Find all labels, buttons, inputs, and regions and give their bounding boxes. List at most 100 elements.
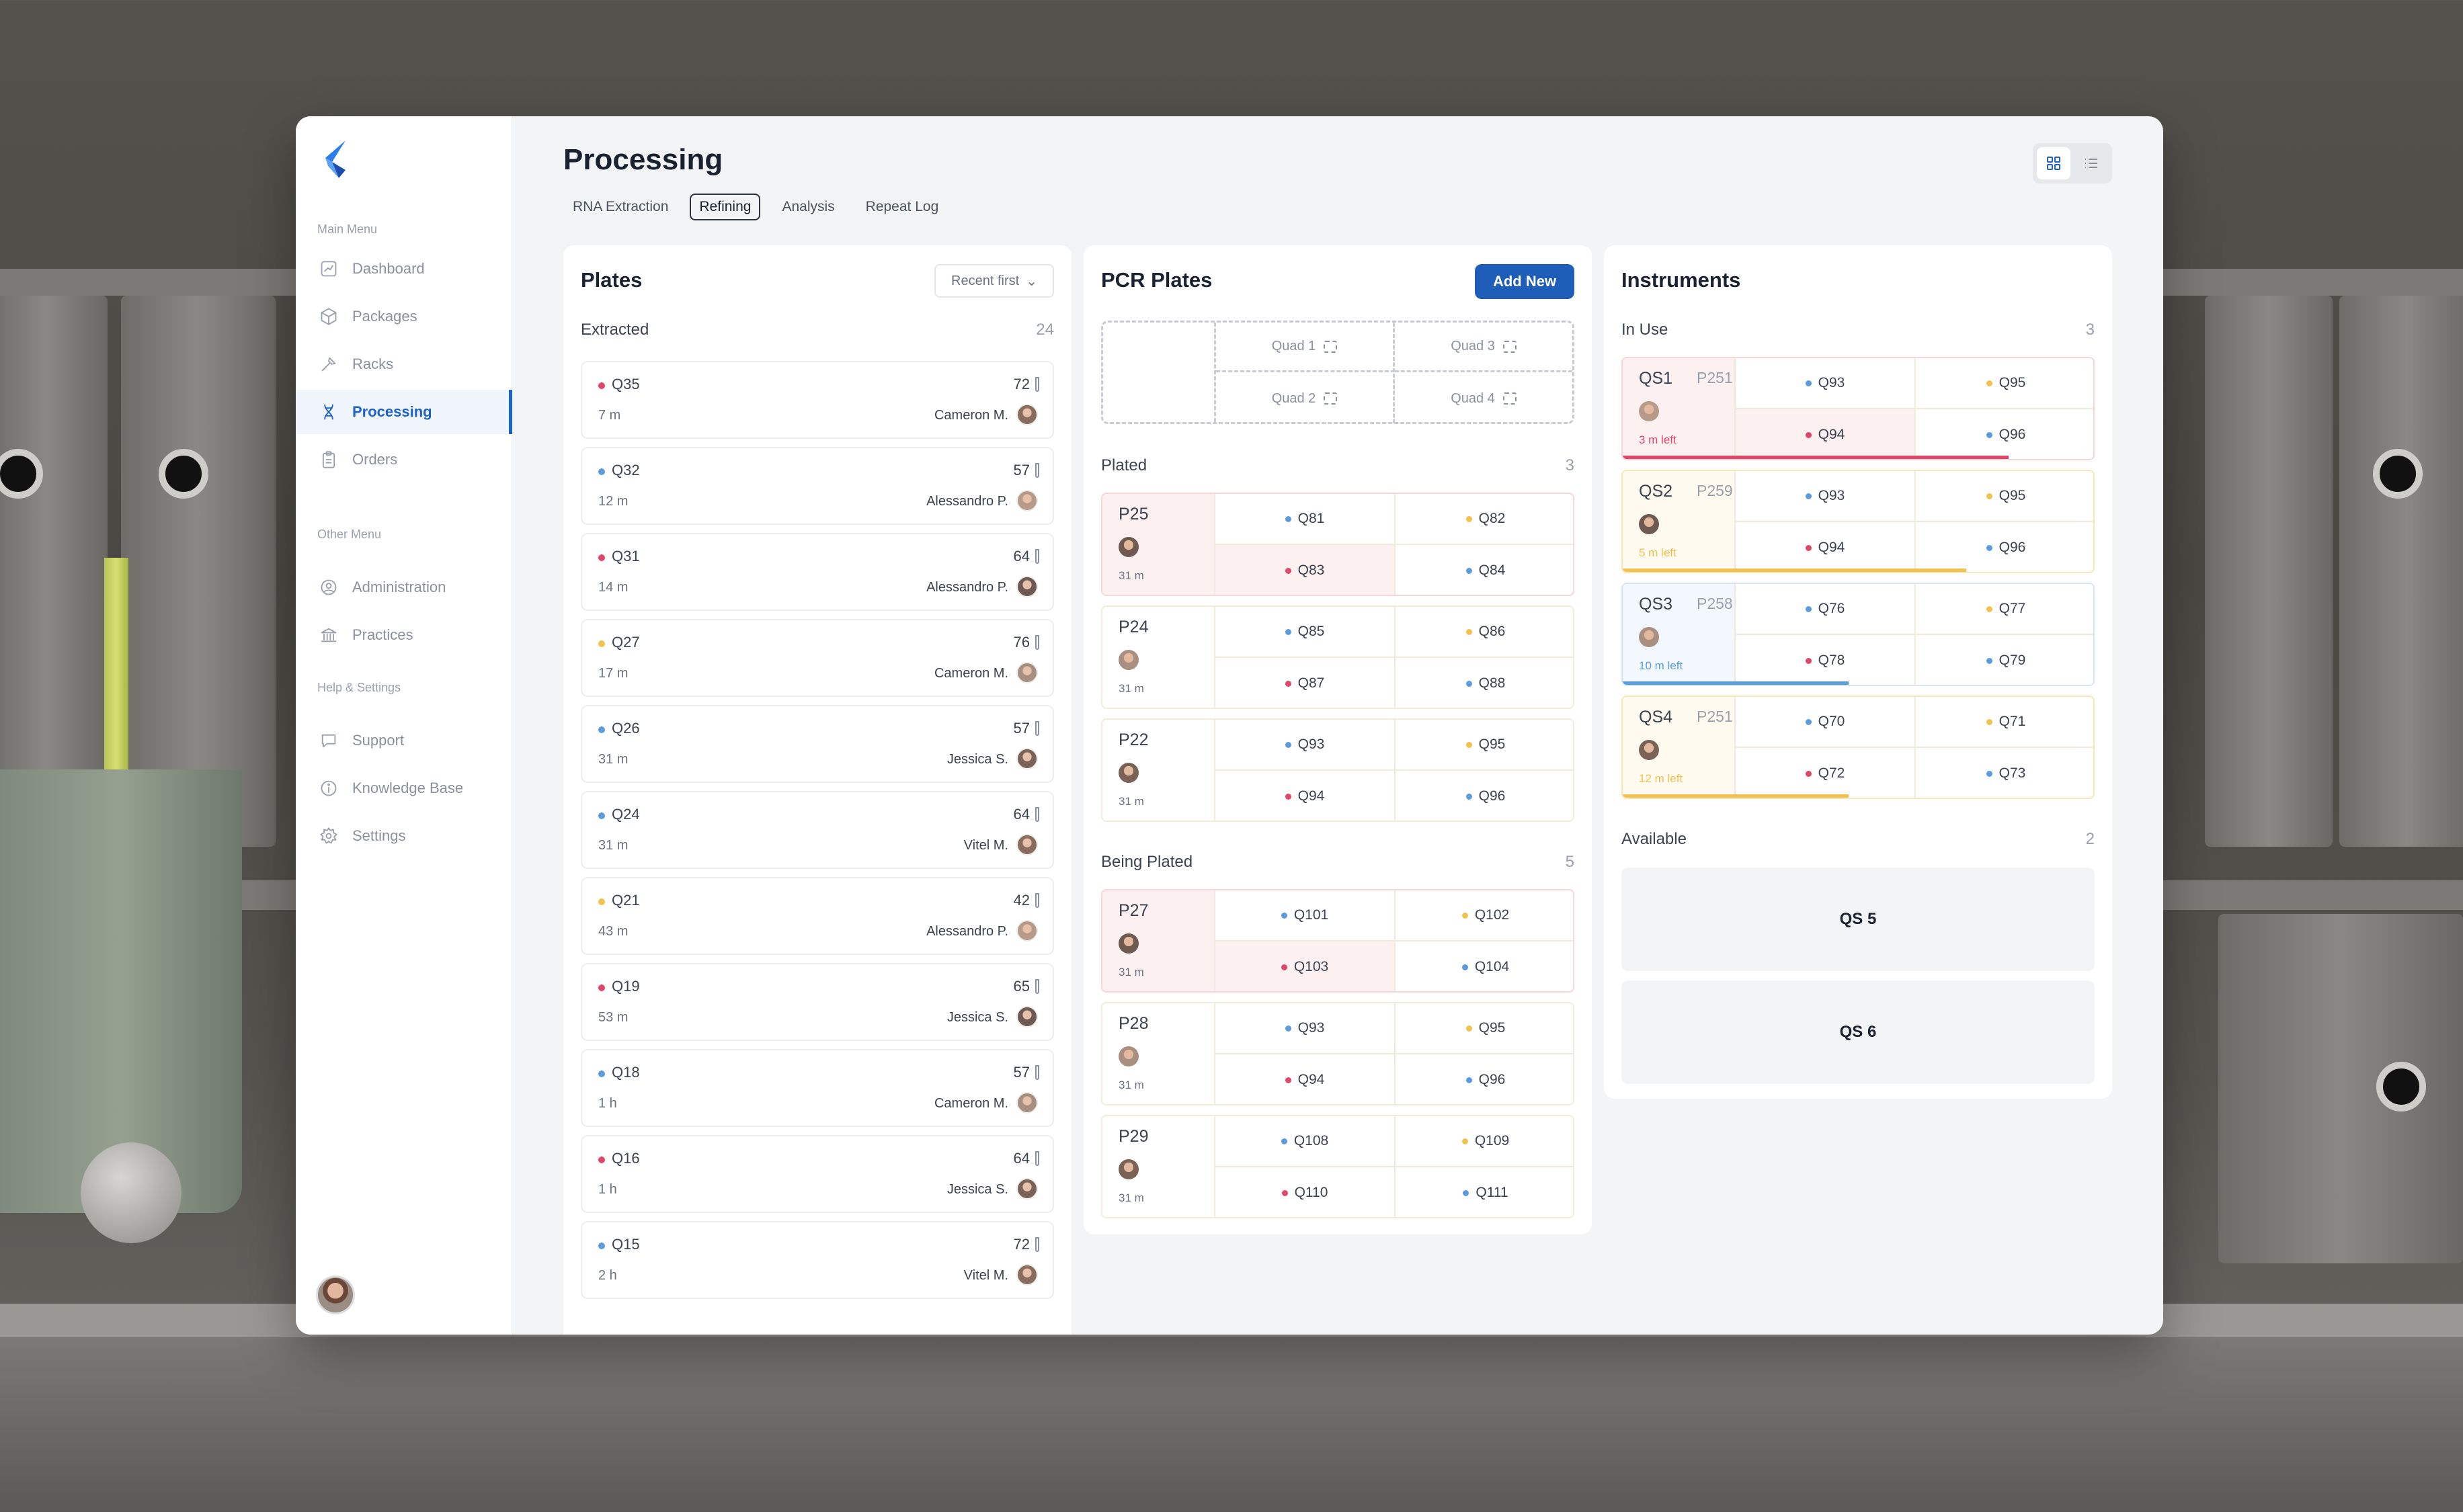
well-cell[interactable]: Q85 [1215,607,1396,658]
well-cell[interactable]: Q78 [1736,635,1916,685]
plate-count: 72 [1013,376,1030,392]
well-cell[interactable]: Q87 [1215,658,1396,708]
list-icon [2085,159,2097,168]
list-view-button[interactable] [2074,147,2108,179]
plate-card[interactable]: Q26 31 m 57 Jessica S. [581,705,1054,783]
well-cell[interactable]: Q95 [1396,1003,1573,1054]
pcr-plate-row[interactable]: P22 31 m Q93 Q95 Q94 Q96 [1101,718,1574,822]
well-cell[interactable]: Q93 [1215,1003,1396,1054]
well-cell[interactable]: Q94 [1736,522,1916,572]
being-plated-count: 5 [1565,853,1574,871]
well-cell[interactable]: Q72 [1736,748,1916,798]
well-cell[interactable]: Q94 [1215,1054,1396,1104]
plate-time: 1 h [598,1182,617,1197]
plate-card[interactable]: Q24 31 m 64 Vitel M. [581,791,1054,869]
instrument-available[interactable]: QS 5 [1621,868,2095,971]
quad-2-slot[interactable]: Quad 2 [1216,374,1395,423]
well-cell[interactable]: Q76 [1736,584,1916,635]
plate-card[interactable]: Q15 2 h 72 Vitel M. [581,1221,1054,1299]
plate-card[interactable]: Q19 53 m 65 Jessica S. [581,963,1054,1041]
well-cell[interactable]: Q82 [1396,494,1573,545]
instrument-row[interactable]: QS2 P259 5 m left Q93 Q95 Q94 Q96 [1621,470,2095,573]
well-cell[interactable]: Q79 [1916,635,2093,685]
plate-card[interactable]: Q16 1 h 64 Jessica S. [581,1135,1054,1213]
well-cell[interactable]: Q96 [1396,1054,1573,1104]
status-dot [1285,1025,1291,1032]
pcr-plate-row[interactable]: P27 31 m Q101 Q102 Q103 Q104 [1101,889,1574,993]
tab-repeat-log[interactable]: Repeat Log [865,199,939,214]
instrument-row[interactable]: QS3 P258 10 m left Q76 Q77 Q78 Q79 [1621,583,2095,686]
well-cell[interactable]: Q83 [1215,545,1396,595]
app-logo[interactable] [319,139,354,179]
add-new-button[interactable]: Add New [1475,264,1574,299]
plate-card[interactable]: Q27 17 m 76 Cameron M. [581,619,1054,697]
tab-analysis[interactable]: Analysis [782,199,835,214]
pcr-plate-row[interactable]: P24 31 m Q85 Q86 Q87 Q88 [1101,605,1574,709]
instrument-row[interactable]: QS4 P251 12 m left Q70 Q71 Q72 Q73 [1621,696,2095,799]
sidebar-item-support[interactable]: Support [296,718,512,763]
well-cell[interactable]: Q95 [1916,471,2093,522]
tool-icon [319,354,339,374]
well-cell[interactable]: Q109 [1396,1116,1573,1167]
sidebar-item-administration[interactable]: Administration [296,565,512,610]
plate-card[interactable]: Q32 12 m 57 Alessandro P. [581,447,1054,525]
plate-card[interactable]: Q18 1 h 57 Cameron M. [581,1049,1054,1127]
well-cell[interactable]: Q95 [1916,358,2093,409]
tab-rna-extraction[interactable]: RNA Extraction [573,199,669,214]
well-cell[interactable]: Q86 [1396,607,1573,658]
pcr-plate-row[interactable]: P25 31 m Q81 Q82 Q83 Q84 [1101,493,1574,596]
grid-view-button[interactable] [2037,147,2070,179]
instrument-available[interactable]: QS 6 [1621,980,2095,1084]
instrument-plate: P258 [1697,595,1733,612]
sidebar-item-dashboard[interactable]: Dashboard [296,247,512,291]
pcr-plate-row[interactable]: P28 31 m Q93 Q95 Q94 Q96 [1101,1002,1574,1105]
well-cell[interactable]: Q111 [1396,1167,1573,1217]
well-cell[interactable]: Q104 [1396,941,1573,991]
well-cell[interactable]: Q108 [1215,1116,1396,1167]
well-cell[interactable]: Q93 [1215,720,1396,771]
well-cell[interactable]: Q70 [1736,697,1916,748]
sidebar-item-settings[interactable]: Settings [296,814,512,858]
status-dot [1805,718,1812,725]
well-cell[interactable]: Q103 [1215,941,1396,991]
well-cell[interactable]: Q102 [1396,890,1573,941]
sidebar-item-packages[interactable]: Packages [296,294,512,339]
well-cell[interactable]: Q81 [1215,494,1396,545]
instrument-row[interactable]: QS1 P251 3 m left Q93 Q95 Q94 Q96 [1621,357,2095,460]
sidebar-item-orders[interactable]: Orders [296,437,512,482]
well-cell[interactable]: Q96 [1916,409,2093,459]
well-cell[interactable]: Q77 [1916,584,2093,635]
well-cell[interactable]: Q95 [1396,720,1573,771]
well-cell[interactable]: Q96 [1916,522,2093,572]
well-cell[interactable]: Q71 [1916,697,2093,748]
plate-card[interactable]: Q21 43 m 42 Alessandro P. [581,877,1054,955]
well-cell[interactable]: Q93 [1736,471,1916,522]
well-cell[interactable]: Q84 [1396,545,1573,595]
well-cell[interactable]: Q94 [1215,771,1396,821]
pcr-plate-row[interactable]: P29 31 m Q108 Q109 Q110 Q111 [1101,1115,1574,1218]
status-dot [1986,431,1992,438]
sidebar-item-processing[interactable]: Processing [296,390,512,434]
well-cell[interactable]: Q96 [1396,771,1573,821]
well-cell[interactable]: Q73 [1916,748,2093,798]
plate-card[interactable]: Q31 14 m 64 Alessandro P. [581,533,1054,611]
sort-dropdown[interactable]: Recent first ⌄ [934,264,1054,298]
sidebar-item-racks[interactable]: Racks [296,342,512,386]
quad-3-slot[interactable]: Quad 3 [1395,323,1572,372]
plate-card[interactable]: Q35 7 m 72 Cameron M. [581,361,1054,439]
quad-1-slot[interactable]: Quad 1 [1216,323,1395,372]
sidebar-item-practices[interactable]: Practices [296,613,512,657]
plate-time: 43 m [598,924,629,939]
sidebar-item-knowledge-base[interactable]: Knowledge Base [296,766,512,810]
user-avatar[interactable] [316,1275,355,1314]
well-cell[interactable]: Q110 [1215,1167,1396,1217]
well-cell[interactable]: Q93 [1736,358,1916,409]
well-cell[interactable]: Q101 [1215,890,1396,941]
well-cell[interactable]: Q88 [1396,658,1573,708]
avatar [1639,627,1659,647]
tab-refining[interactable]: Refining [690,194,761,220]
well-cell[interactable]: Q94 [1736,409,1916,459]
quad-4-slot[interactable]: Quad 4 [1395,374,1572,423]
plate-user: Alessandro P. [926,494,1008,509]
available-label: Available [1621,830,1687,848]
